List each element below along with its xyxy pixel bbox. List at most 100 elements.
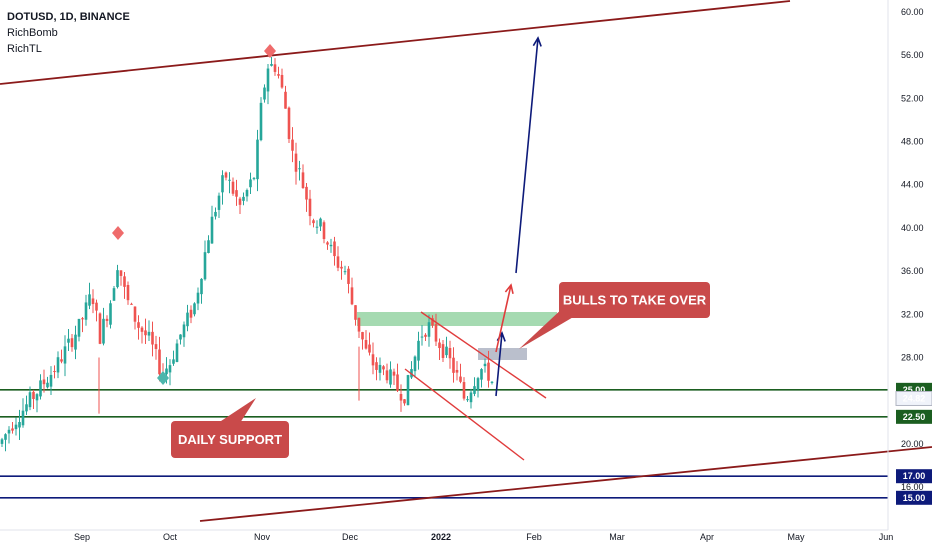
upper-channel-line: [0, 0, 791, 85]
callout-tail: [218, 398, 256, 423]
candle-body: [347, 268, 350, 284]
y-tick-label: 44.00: [901, 180, 924, 190]
candle-body: [378, 364, 382, 373]
indicator-richbomb[interactable]: RichBomb: [7, 27, 58, 39]
symbol-line[interactable]: DOTUSD, 1D, BINANCE: [7, 11, 130, 23]
y-tick-label: 60.00: [901, 7, 924, 17]
candle-body: [203, 252, 207, 280]
candle-body: [490, 381, 494, 383]
candle-body: [333, 241, 336, 257]
candle-body: [179, 334, 182, 340]
candle-body: [46, 382, 49, 388]
y-tick-label: 28.00: [901, 352, 924, 362]
projection-arrow-red: [495, 284, 512, 353]
candle-body: [231, 181, 235, 194]
x-tick-label: Mar: [609, 532, 625, 542]
candle-body: [154, 344, 158, 349]
candle-body: [42, 379, 46, 385]
candle-body: [298, 168, 301, 170]
candle-body: [336, 256, 340, 268]
candle-body: [0, 439, 4, 444]
candle-body: [329, 244, 333, 247]
candle-body: [487, 362, 490, 381]
price-badge-label: 22.50: [903, 412, 926, 422]
candle-body: [312, 220, 315, 224]
y-tick-label: 20.00: [901, 439, 924, 449]
candle-body: [406, 375, 410, 406]
candle-body: [375, 362, 378, 370]
candle-body: [368, 344, 371, 353]
candle-body: [256, 139, 259, 180]
candle-body: [357, 317, 361, 332]
x-tick-label: Feb: [526, 532, 542, 542]
candle-body: [308, 198, 312, 217]
candle-body: [193, 303, 196, 315]
candle-body: [245, 190, 249, 197]
indicator-richtl[interactable]: RichTL: [7, 43, 42, 55]
candle-body: [217, 195, 221, 210]
candle-body: [130, 303, 133, 305]
candle-body: [294, 153, 298, 172]
x-tick-label: Apr: [700, 532, 714, 542]
candle-body: [399, 393, 403, 401]
candle-body: [273, 64, 277, 72]
candle-body: [403, 399, 406, 404]
candle-body: [445, 346, 448, 356]
candle-body: [382, 366, 385, 370]
price-badge-label: 24.82: [903, 393, 926, 403]
candle-body: [74, 334, 77, 350]
candle-body: [147, 331, 151, 336]
daily-support-callout[interactable]: DAILY SUPPORT: [171, 398, 289, 458]
projection-arrow-red-head: [504, 283, 514, 294]
candle-body: [126, 284, 130, 301]
candle-body: [263, 87, 266, 100]
candle-body: [60, 359, 63, 362]
candle-body: [469, 392, 473, 403]
candle-body: [326, 242, 329, 245]
signal-diamond-marker: [112, 226, 124, 240]
candle-body: [249, 179, 252, 188]
candle-body: [158, 349, 161, 375]
candle-body: [186, 312, 189, 327]
candle-body: [340, 266, 343, 269]
candle-body: [371, 354, 375, 366]
candle-body: [319, 218, 322, 227]
candle-body: [151, 331, 154, 345]
signal-diamond-marker: [264, 44, 276, 58]
x-tick-label: Nov: [254, 532, 271, 542]
candle-body: [480, 369, 483, 380]
candle-body: [322, 222, 326, 240]
candle-body: [63, 346, 67, 364]
candle-body: [438, 342, 441, 349]
candle-body: [266, 68, 270, 92]
candle-body: [182, 324, 186, 338]
candle-body: [242, 196, 245, 201]
candle-body: [119, 270, 123, 276]
candle-body: [102, 318, 105, 344]
lower-channel-line: [199, 446, 932, 522]
callout-box: [171, 421, 289, 458]
candle-body: [32, 391, 35, 400]
callout-box: [559, 282, 710, 318]
candle-body: [91, 298, 95, 305]
price-badge-label: 25.00: [903, 385, 926, 395]
callout-label: BULLS TO TAKE OVER: [563, 293, 707, 308]
bulls-callout[interactable]: BULLS TO TAKE OVER: [519, 282, 710, 349]
candle-body: [95, 302, 98, 311]
candle-body: [189, 309, 193, 318]
x-tick-label: Oct: [163, 532, 178, 542]
candle-body: [476, 378, 480, 390]
candle-body: [35, 394, 39, 401]
candle-body: [165, 368, 168, 375]
candle-body: [284, 91, 287, 109]
candle-body: [168, 365, 172, 373]
x-tick-label: May: [787, 532, 805, 542]
candle-body: [473, 386, 476, 394]
y-tick-label: 52.00: [901, 93, 924, 103]
candle-body: [84, 302, 88, 320]
candle-body: [18, 422, 21, 428]
candle-body: [350, 287, 354, 305]
candle-body: [277, 74, 280, 76]
candle-body: [417, 340, 420, 361]
